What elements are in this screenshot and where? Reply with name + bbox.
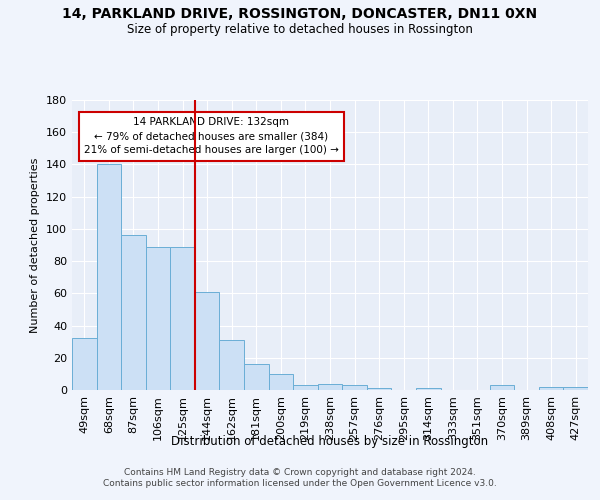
Bar (342, 385, 367, 390)
Text: 14 PARKLAND DRIVE: 132sqm
← 79% of detached houses are smaller (384)
21% of semi: 14 PARKLAND DRIVE: 132sqm ← 79% of detac… (84, 118, 339, 156)
Bar (72, 338, 97, 390)
Bar (490, 385, 514, 390)
Bar (563, 387, 588, 390)
Bar (269, 374, 293, 390)
Bar (318, 384, 342, 390)
Bar (367, 388, 391, 390)
Bar (170, 246, 195, 390)
Text: 14, PARKLAND DRIVE, ROSSINGTON, DONCASTER, DN11 0XN: 14, PARKLAND DRIVE, ROSSINGTON, DONCASTE… (62, 8, 538, 22)
Bar (416, 388, 440, 390)
Y-axis label: Number of detached properties: Number of detached properties (31, 158, 40, 332)
Text: Size of property relative to detached houses in Rossington: Size of property relative to detached ho… (127, 22, 473, 36)
Bar (293, 385, 318, 390)
Bar (244, 364, 269, 390)
Text: Contains HM Land Registry data © Crown copyright and database right 2024.
Contai: Contains HM Land Registry data © Crown c… (103, 468, 497, 487)
Text: Distribution of detached houses by size in Rossington: Distribution of detached houses by size … (172, 435, 488, 448)
Bar (97, 164, 121, 390)
Bar (539, 387, 563, 390)
Bar (195, 292, 220, 390)
Bar (220, 340, 244, 390)
Bar (146, 246, 170, 390)
Bar (121, 236, 146, 390)
